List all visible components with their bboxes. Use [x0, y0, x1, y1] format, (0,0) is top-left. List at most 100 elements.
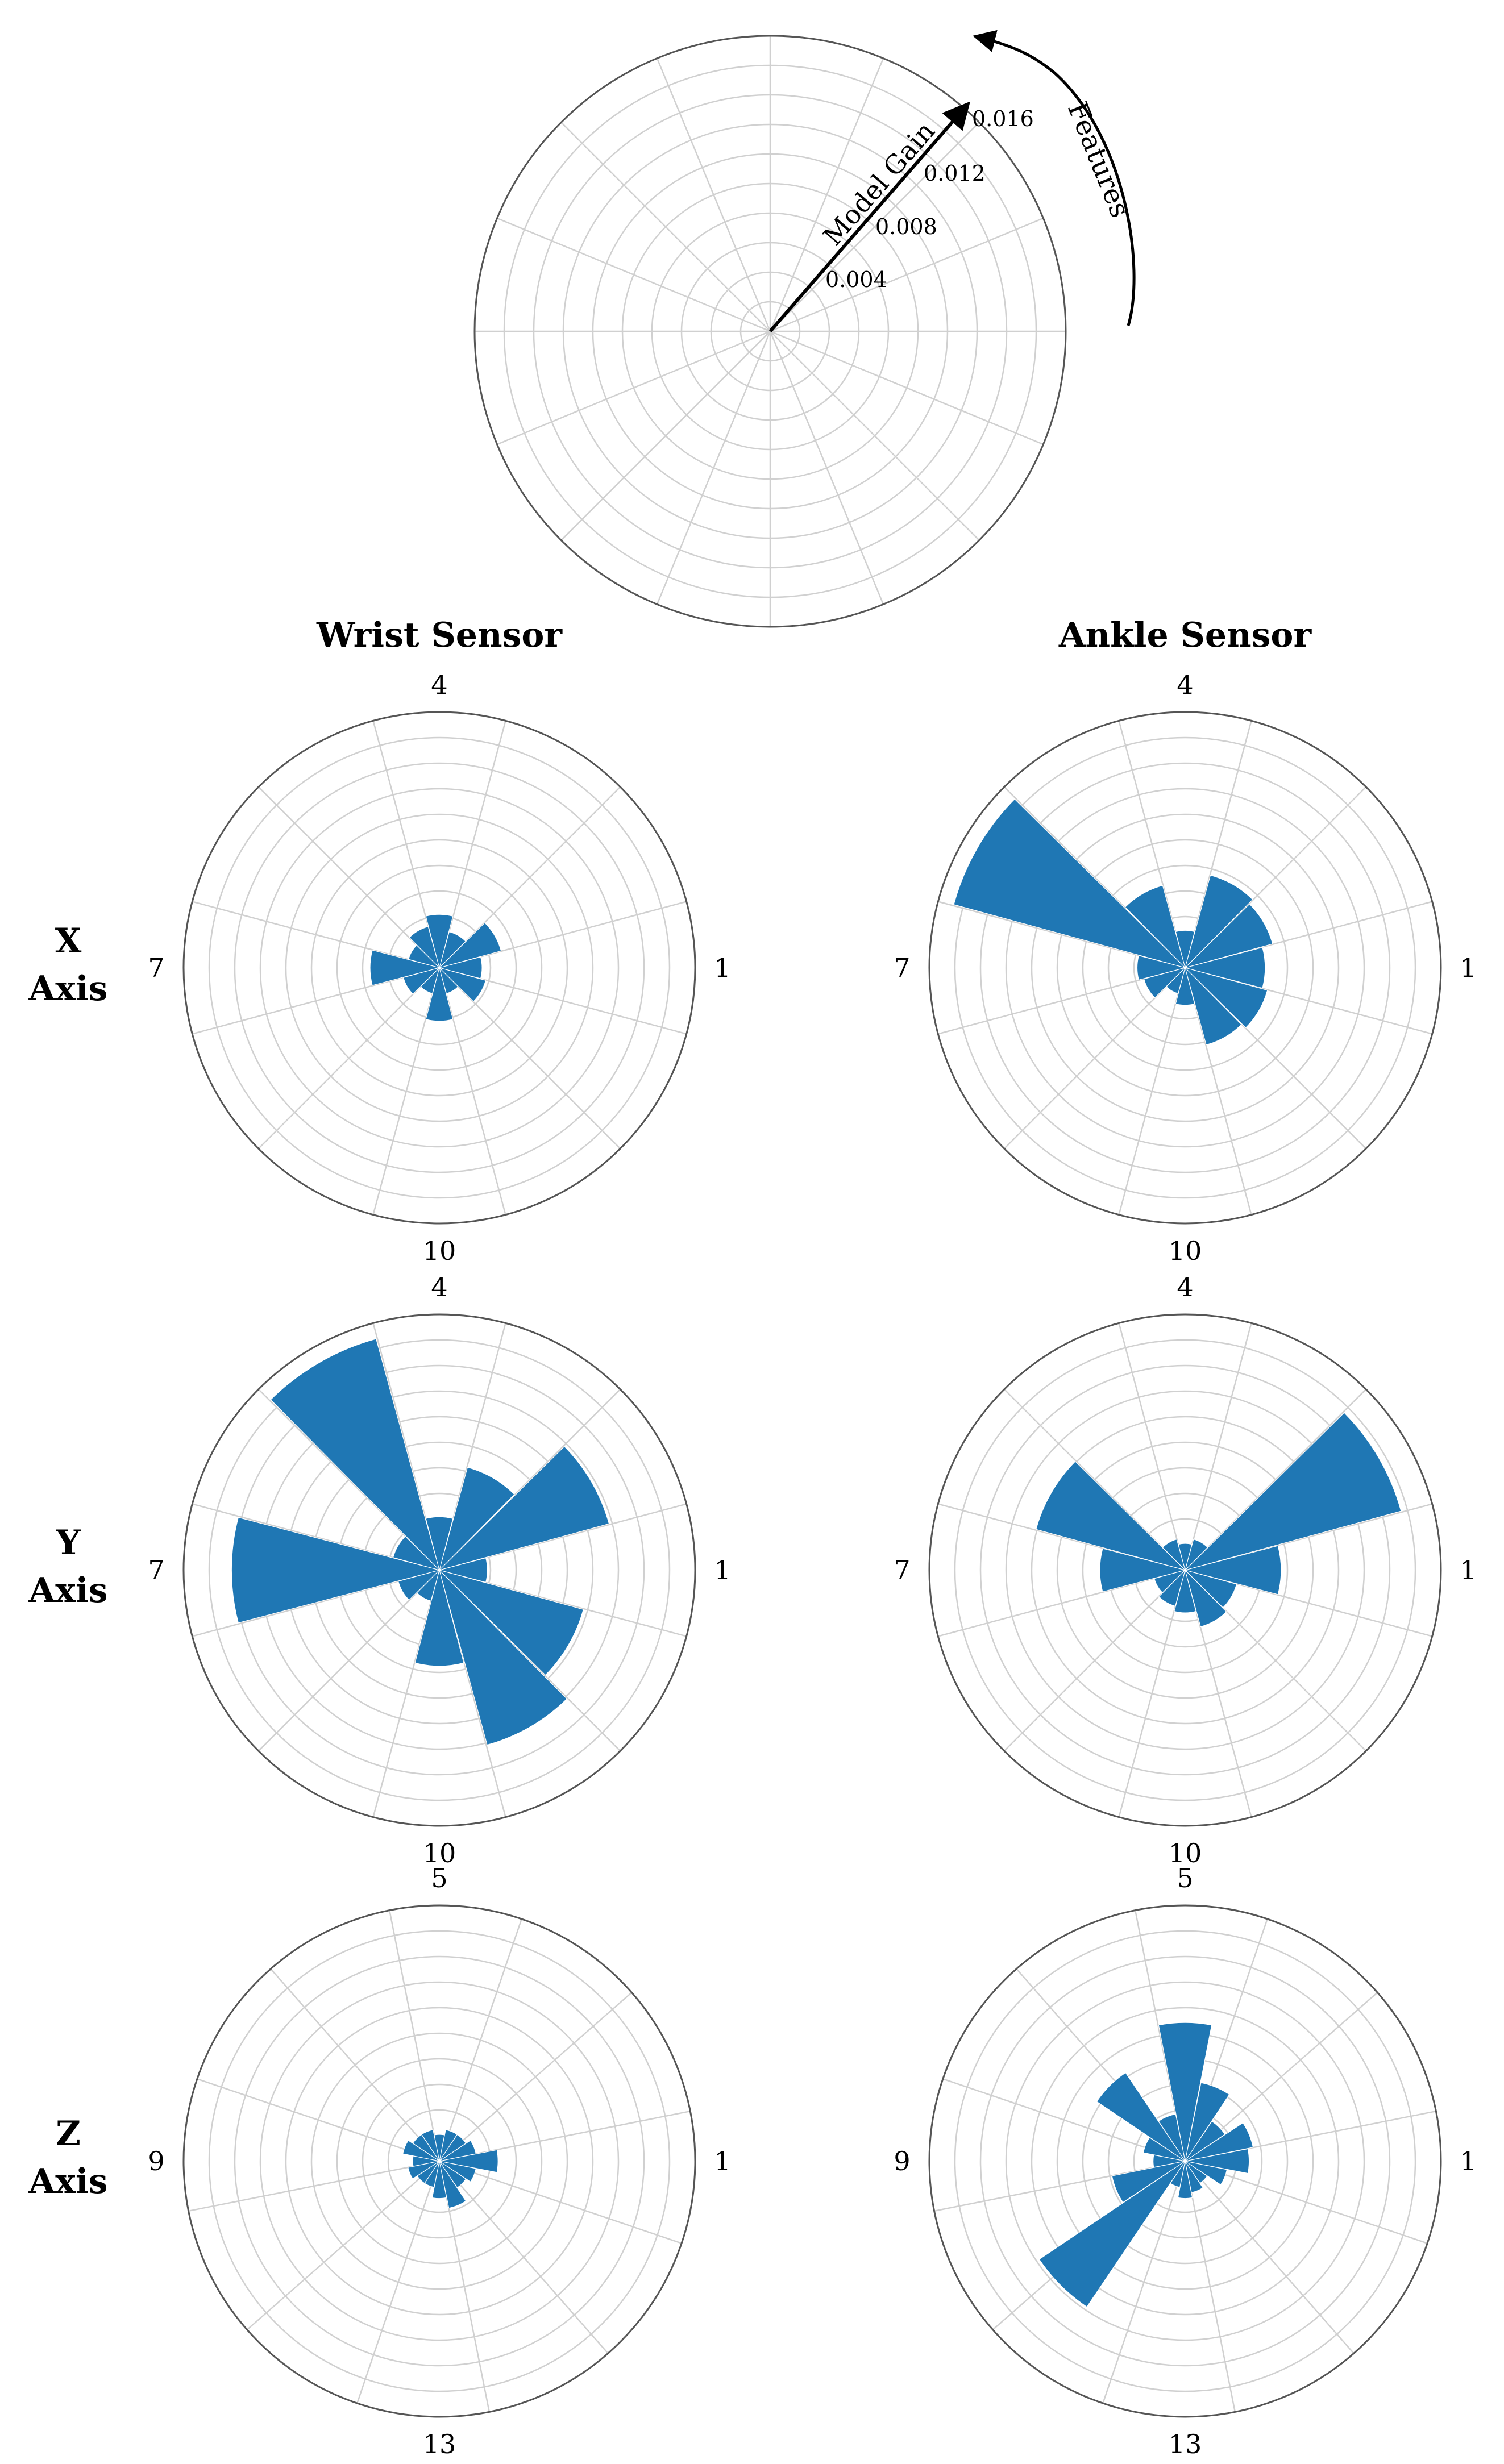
grid-ring — [1031, 2007, 1340, 2316]
polar-bar — [1185, 2161, 1228, 2186]
angle-tick-label: 1 — [1460, 2146, 1476, 2176]
polar-bar — [409, 926, 440, 969]
angle-tick-label: 7 — [148, 952, 164, 983]
polar-bar — [398, 1570, 441, 1601]
polar-bar — [393, 1535, 441, 1571]
grid-ring — [362, 890, 517, 1046]
grid-spoke — [769, 58, 884, 332]
polar-bar — [1175, 930, 1195, 969]
polar-chart-wrist-x: 1 4 7 10 — [148, 669, 730, 1266]
row-header-x-line2: Axis — [28, 969, 108, 1009]
polar-bar — [438, 956, 483, 979]
legend-polar-plot: Model Gain 0.004 0.008 0.012 0.016 Featu… — [473, 30, 1136, 628]
polar-bar — [439, 2129, 458, 2162]
polar-bar — [1185, 2122, 1254, 2162]
polar-bar — [439, 967, 459, 994]
grid-ring — [1082, 1467, 1289, 1674]
polar-bar — [1175, 967, 1195, 1006]
grid-spoke — [1102, 2161, 1186, 2404]
angle-tick-label: 1 — [1460, 1555, 1476, 1585]
polar-bar — [1185, 2161, 1203, 2193]
grid-spoke — [439, 2161, 609, 2354]
polar-bar — [1185, 1539, 1208, 1571]
polar-chart-wrist-y: 1 4 7 10 — [148, 1272, 730, 1868]
grid-spoke — [188, 2160, 440, 2212]
grid-spoke — [270, 1968, 440, 2162]
grid-spoke — [656, 331, 771, 605]
legend-grid — [473, 35, 1067, 628]
grid-ring — [259, 1981, 620, 2341]
grid-spoke — [656, 58, 771, 332]
polar-bar — [1184, 967, 1268, 1029]
row-header-y-line2: Axis — [28, 1571, 108, 1610]
polar-bar — [425, 914, 454, 969]
polar-bar — [1184, 904, 1273, 968]
radial-tick-2: 0.008 — [875, 214, 937, 239]
polar-bar — [431, 2161, 447, 2199]
grid-spoke — [560, 331, 771, 541]
angle-tick-label: 13 — [1169, 2429, 1202, 2459]
angle-tick-label: 10 — [423, 1235, 456, 1266]
outer-ring — [182, 1313, 696, 1827]
grid-ring — [1005, 788, 1365, 1148]
grid-spoke — [1184, 2161, 1236, 2412]
outer-ring — [928, 1904, 1442, 2418]
angle-tick-label: 4 — [1177, 1272, 1193, 1302]
grid-ring — [1005, 1981, 1365, 2341]
grid-ring — [234, 1955, 645, 2367]
polar-bar — [1184, 1570, 1237, 1608]
polar-bar — [1144, 967, 1186, 998]
angle-tick-label: 10 — [1169, 1235, 1202, 1266]
grid-ring — [979, 762, 1391, 1173]
grid-ring — [208, 736, 671, 1199]
polar-bar — [1177, 2161, 1193, 2199]
polar-bar — [1166, 967, 1186, 994]
polar-bar — [439, 2161, 476, 2182]
features-label: Features — [1061, 98, 1136, 222]
polar-bar — [1137, 955, 1186, 981]
polar-bar — [420, 967, 440, 994]
grid-spoke — [1185, 2161, 1355, 2354]
polar-bar — [1184, 1545, 1282, 1595]
grid-ring — [336, 2058, 543, 2265]
angle-tick-label: 1 — [1460, 952, 1476, 983]
grid-ring — [285, 2007, 594, 2316]
grid-ring — [1082, 864, 1289, 1071]
polar-chart-ankle-x: 1 4 7 10 — [894, 669, 1476, 1266]
polar-bar — [439, 2149, 498, 2173]
angle-tick-label: 10 — [423, 1838, 456, 1868]
grid-ring — [1031, 1416, 1340, 1725]
grid-ring — [1031, 813, 1340, 1122]
polar-bar — [408, 2161, 440, 2179]
polar-bar — [1099, 1548, 1186, 1592]
row-header-x-line1: X — [55, 921, 82, 961]
grid-spoke — [497, 330, 771, 446]
grid-spoke — [439, 1992, 633, 2162]
grid-spoke — [1118, 967, 1186, 1215]
polar-bar — [369, 950, 441, 986]
features-direction-arrow — [973, 30, 1136, 326]
polar-bar — [438, 922, 502, 968]
polar-chart-wrist-z: 1 5 9 13 — [148, 1863, 730, 2459]
angle-tick-label: 7 — [148, 1555, 164, 1585]
angle-tick-label: 1 — [714, 2146, 730, 2176]
polar-bar — [1158, 2022, 1212, 2162]
grid-ring — [285, 813, 594, 1122]
radial-tick-3: 0.012 — [924, 161, 986, 186]
angle-tick-label: 1 — [714, 1555, 730, 1585]
outer-ring — [182, 711, 696, 1225]
grid-ring — [208, 1339, 671, 1801]
angle-tick-label: 7 — [894, 952, 910, 983]
column-header-ankle: Ankle Sensor — [1058, 615, 1312, 655]
grid-spoke — [439, 2160, 682, 2244]
angle-tick-label: 9 — [148, 2146, 164, 2176]
polar-bar — [1036, 1461, 1186, 1571]
polar-bar — [1185, 2148, 1249, 2174]
polar-bar — [438, 1570, 584, 1676]
polar-bar — [439, 931, 466, 969]
polar-bar — [1184, 947, 1266, 989]
polar-bar — [1185, 1569, 1227, 1628]
grid-spoke — [770, 217, 1044, 332]
polar-bar — [1158, 2113, 1186, 2162]
polar-bar — [1185, 875, 1253, 969]
